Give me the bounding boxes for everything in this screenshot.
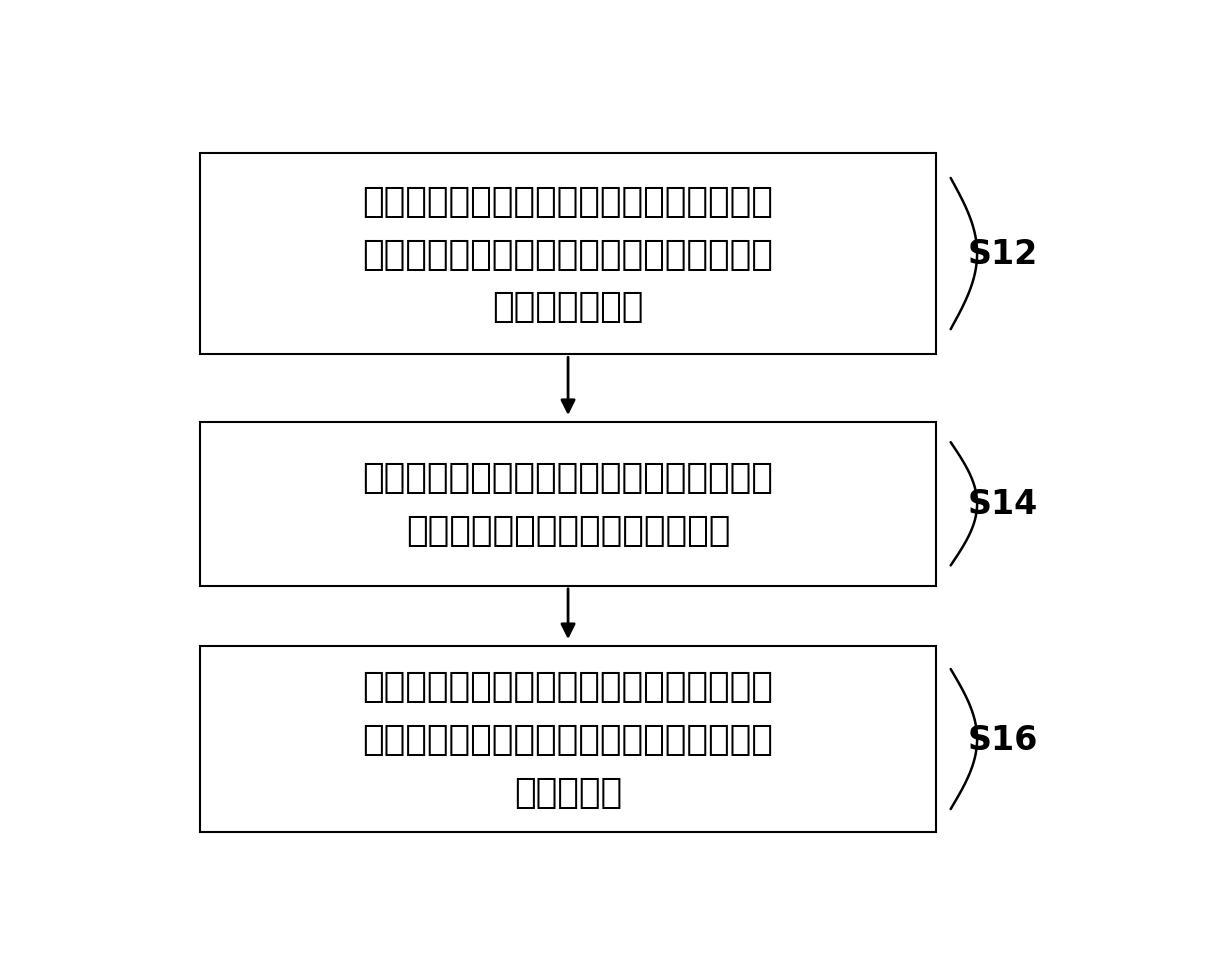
Text: 将参考电流下发至光伏系统的逆变器，其中
，逆变器按照参考电流控制输出至空调机组
的电流大小: 将参考电流下发至光伏系统的逆变器，其中 ，逆变器按照参考电流控制输出至空调机组 … xyxy=(362,670,774,809)
Text: S16: S16 xyxy=(968,723,1037,756)
FancyBboxPatch shape xyxy=(200,422,936,586)
Text: S14: S14 xyxy=(968,487,1037,520)
FancyBboxPatch shape xyxy=(200,153,936,355)
Text: 根据耗电功率、空调的光伏系统的损耗功率
以及光伏系统电压值生成参考电流: 根据耗电功率、空调的光伏系统的损耗功率 以及光伏系统电压值生成参考电流 xyxy=(362,461,774,547)
FancyBboxPatch shape xyxy=(200,646,936,832)
Text: S12: S12 xyxy=(968,237,1037,270)
Text: 获取空调机组的耗电功率、空调的光伏系统
的损耗功率，并获取空调的光伏系统发送的
光伏系统电压值: 获取空调机组的耗电功率、空调的光伏系统 的损耗功率，并获取空调的光伏系统发送的 … xyxy=(362,184,774,325)
